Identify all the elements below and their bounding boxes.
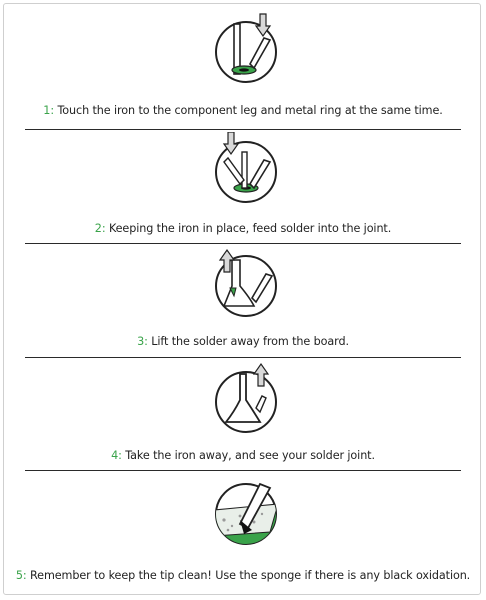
iron-away-icon [210,362,282,434]
step-4-caption: 4: Take the iron away, and see your sold… [111,449,375,462]
solder-feed-icon [210,132,282,204]
divider-4 [25,470,461,471]
step-2-caption: 2: Keeping the iron in place, feed solde… [94,222,392,235]
step-5-caption: 5: Remember to keep the tip clean! Use t… [15,569,471,582]
solder-lift-icon [210,246,282,318]
divider-2 [25,243,461,244]
step-1-caption: 1: Touch the iron to the component leg a… [43,104,443,117]
tip-clean-sponge-icon [210,476,282,548]
solder-touch-icon [210,12,282,84]
divider-1 [25,129,461,130]
step-3-caption: 3: Lift the solder away from the board. [137,335,349,348]
divider-3 [25,357,461,358]
